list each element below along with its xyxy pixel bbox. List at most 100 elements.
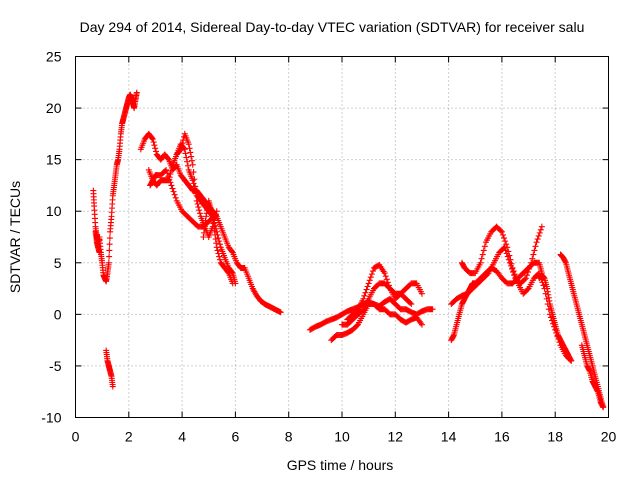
data-point [505, 248, 512, 255]
y-tick-label: 25 [46, 49, 62, 65]
series-s6 [147, 166, 218, 230]
data-point [568, 357, 575, 364]
data-point [184, 158, 191, 165]
data-point [133, 89, 140, 96]
data-point [359, 307, 366, 314]
data-point [508, 260, 515, 267]
data-point [193, 197, 200, 204]
data-point [540, 282, 547, 289]
data-point [152, 145, 159, 152]
data-point [600, 404, 607, 411]
data-point [365, 280, 372, 287]
y-axis-label: SDTVAR / TECUs [7, 181, 23, 293]
data-point [168, 164, 175, 171]
data-point [179, 140, 186, 147]
data-point [524, 286, 531, 293]
data-point [383, 276, 390, 283]
data-point [166, 176, 173, 183]
data-point [215, 250, 222, 257]
series-s12 [339, 280, 415, 328]
data-point [172, 194, 179, 201]
chart-title: Day 294 of 2014, Sidereal Day-to-day VTE… [80, 19, 585, 35]
series-s16 [536, 272, 575, 364]
data-point [188, 157, 195, 164]
data-point [177, 146, 184, 153]
series-s10 [328, 301, 425, 344]
series-s2 [92, 228, 103, 256]
series-s4 [137, 130, 284, 316]
x-tick-label: 2 [125, 429, 133, 445]
data-point [521, 276, 528, 283]
data-point [216, 241, 223, 248]
data-point [481, 243, 488, 250]
y-tick-label: -5 [49, 358, 62, 374]
series-s15 [458, 223, 575, 364]
y-tick-label: 0 [54, 306, 62, 322]
data-point [407, 300, 414, 307]
data-point [537, 226, 544, 233]
data-point [531, 247, 538, 254]
data-point [418, 321, 425, 328]
data-point [362, 289, 369, 296]
data-point [216, 256, 223, 263]
data-point [171, 191, 178, 198]
data-point [502, 247, 509, 254]
data-point [479, 251, 486, 258]
data-point [182, 150, 189, 157]
data-point [228, 248, 235, 255]
data-point [523, 272, 530, 279]
x-tick-label: 12 [388, 429, 404, 445]
data-point [364, 283, 371, 290]
data-point [361, 292, 368, 299]
data-point [167, 179, 174, 186]
data-point [429, 306, 436, 313]
x-tick-label: 6 [232, 429, 240, 445]
data-point [529, 255, 536, 262]
data-point [507, 256, 514, 263]
data-point [367, 274, 374, 281]
data-point [190, 169, 197, 176]
data-point [530, 251, 537, 258]
data-point [215, 235, 222, 242]
data-point [192, 183, 199, 190]
data-point [478, 255, 485, 262]
series-s3 [103, 347, 116, 390]
data-point [168, 167, 175, 174]
data-point [381, 270, 388, 277]
x-tick-label: 18 [547, 429, 563, 445]
data-point [186, 145, 193, 152]
x-tick-label: 4 [178, 429, 186, 445]
data-point [190, 180, 197, 187]
data-point [195, 204, 202, 211]
data-point [224, 269, 231, 276]
data-point [277, 309, 284, 316]
data-point [165, 173, 172, 180]
data-point [148, 134, 155, 141]
data-point [96, 249, 103, 256]
data-point [216, 253, 223, 260]
data-point [213, 208, 220, 215]
data-point [538, 223, 545, 230]
data-point [150, 139, 157, 146]
data-point [382, 273, 389, 280]
data-point [106, 241, 113, 248]
x-tick-labels: 0 2 4 6 8 10 12 14 16 18 20 [72, 429, 617, 445]
data-point [502, 238, 509, 245]
data-point [503, 241, 510, 248]
x-axis-label: GPS time / hours [287, 457, 394, 473]
data-point [106, 247, 113, 254]
data-point [149, 136, 156, 143]
x-tick-label: 10 [334, 429, 350, 445]
data-point [168, 182, 175, 189]
x-tick-label: 14 [441, 429, 457, 445]
data-point [191, 176, 198, 183]
data-point [109, 383, 116, 390]
data-point [368, 271, 375, 278]
data-point [106, 253, 113, 260]
data-point [184, 162, 191, 169]
data-point [164, 170, 171, 177]
data-point [522, 275, 529, 282]
data-point [189, 161, 196, 168]
data-point [534, 236, 541, 243]
